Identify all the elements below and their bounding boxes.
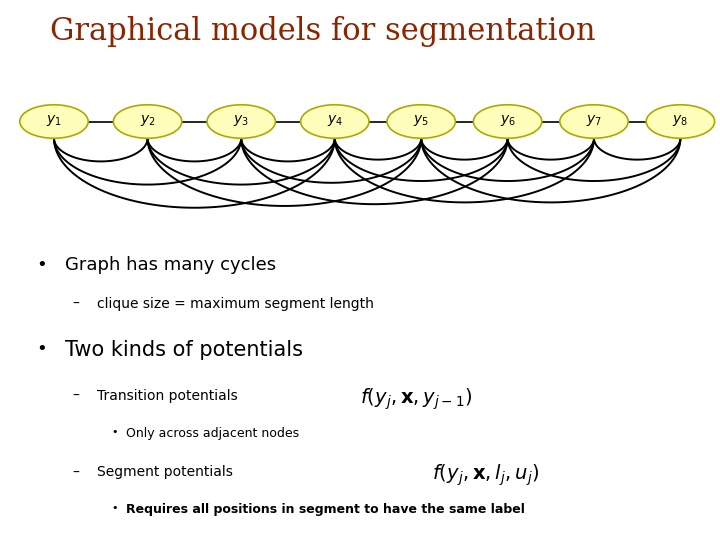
Text: Only across adjacent nodes: Only across adjacent nodes <box>126 427 299 440</box>
Text: Graph has many cycles: Graph has many cycles <box>65 256 276 274</box>
Text: $y_{6}$: $y_{6}$ <box>500 113 516 128</box>
Text: clique size = maximum segment length: clique size = maximum segment length <box>97 297 374 311</box>
Ellipse shape <box>301 105 369 138</box>
Text: Requires all positions in segment to have the same label: Requires all positions in segment to hav… <box>126 503 525 516</box>
Text: –: – <box>72 465 79 480</box>
Text: •: • <box>36 340 47 358</box>
Text: Transition potentials: Transition potentials <box>97 389 238 403</box>
Text: $y_{1}$: $y_{1}$ <box>46 113 62 128</box>
Text: •: • <box>112 427 118 437</box>
Ellipse shape <box>560 105 628 138</box>
Text: Graphical models for segmentation: Graphical models for segmentation <box>50 16 596 47</box>
Ellipse shape <box>387 105 456 138</box>
Ellipse shape <box>114 105 181 138</box>
Text: $f(y_j, \mathbf{x}, l_j, u_j)$: $f(y_j, \mathbf{x}, l_j, u_j)$ <box>432 463 539 488</box>
Text: Two kinds of potentials: Two kinds of potentials <box>65 340 303 360</box>
Text: –: – <box>72 389 79 403</box>
Text: $y_{7}$: $y_{7}$ <box>586 113 602 128</box>
Ellipse shape <box>647 105 714 138</box>
Text: $f(y_j, \mathbf{x}, y_{j-1})$: $f(y_j, \mathbf{x}, y_{j-1})$ <box>360 386 472 411</box>
Text: $y_{3}$: $y_{3}$ <box>233 113 249 128</box>
Text: $y_{8}$: $y_{8}$ <box>672 113 688 128</box>
Ellipse shape <box>19 105 89 138</box>
Text: Segment potentials: Segment potentials <box>97 465 233 480</box>
Text: $y_{5}$: $y_{5}$ <box>413 113 429 128</box>
Text: •: • <box>112 503 118 514</box>
Text: •: • <box>36 256 47 274</box>
Ellipse shape <box>207 105 276 138</box>
Ellipse shape <box>474 105 541 138</box>
Text: –: – <box>72 297 79 311</box>
Text: $y_{4}$: $y_{4}$ <box>327 113 343 128</box>
Text: $y_{2}$: $y_{2}$ <box>140 113 156 128</box>
